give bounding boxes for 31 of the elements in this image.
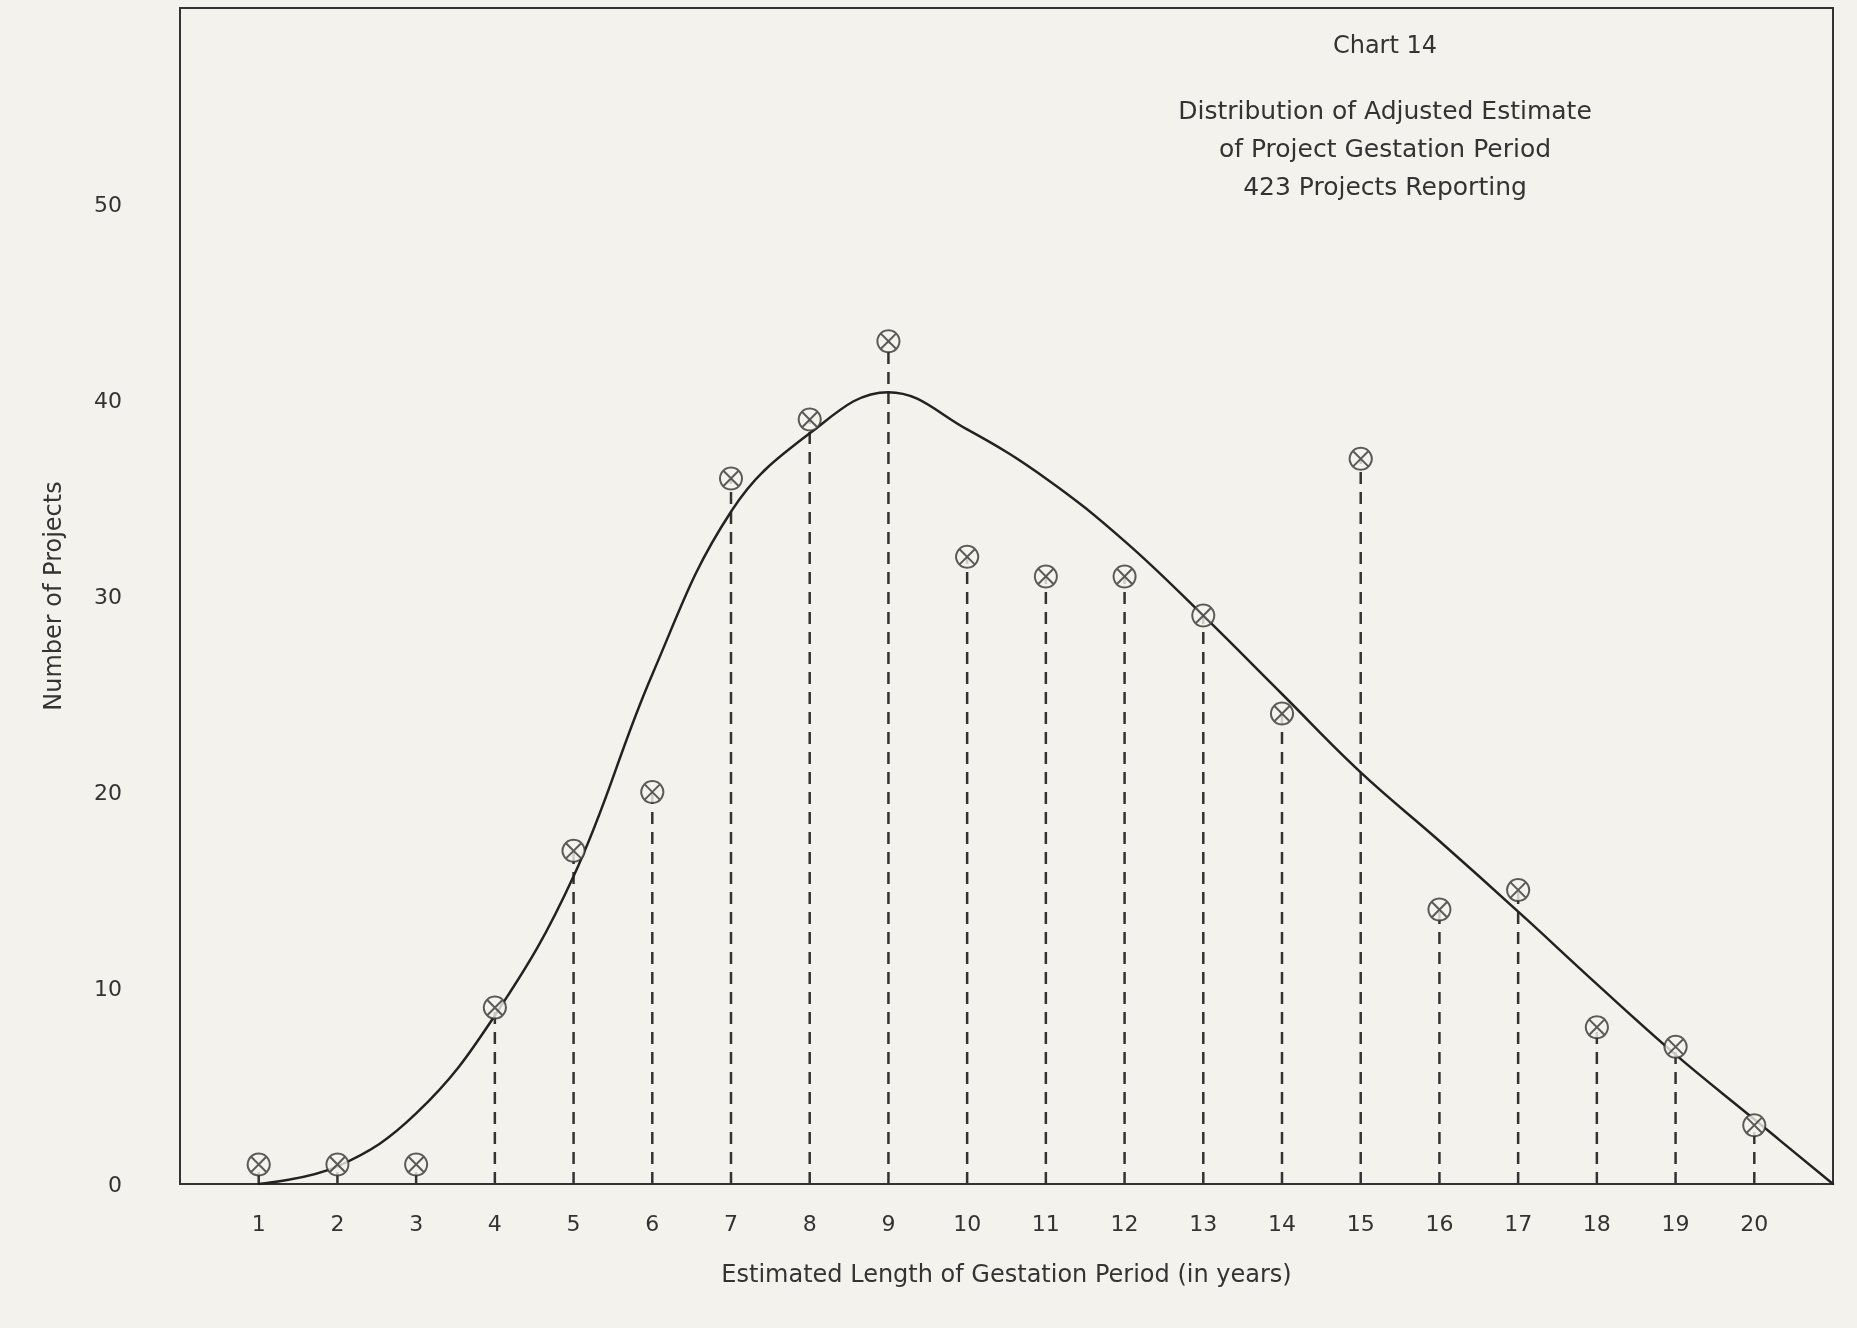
x-tick-label: 9 xyxy=(881,1210,896,1236)
x-tick-label: 18 xyxy=(1582,1210,1611,1236)
x-tick-label: 15 xyxy=(1346,1210,1375,1236)
text: Distribution of Adjusted Estimate of Project Gestation Period 423 Projects Reporting xyxy=(1178,95,1592,201)
x-tick-label: 7 xyxy=(724,1210,738,1236)
y-tick-label: 10 xyxy=(94,975,122,1001)
text: Chart 14 xyxy=(1332,31,1438,59)
y-tick-label: 50 xyxy=(94,191,122,217)
x-tick-label: 12 xyxy=(1110,1210,1139,1236)
x-tick-label: 14 xyxy=(1268,1210,1296,1236)
y-tick-label: 30 xyxy=(94,583,122,609)
x-tick-label: 4 xyxy=(487,1210,502,1236)
x-tick-label: 10 xyxy=(953,1210,982,1236)
x-tick-label: 20 xyxy=(1740,1210,1769,1236)
x-tick-label: 8 xyxy=(802,1210,817,1236)
y-tick-label: 40 xyxy=(94,387,122,413)
x-tick-label: 19 xyxy=(1661,1210,1690,1236)
x-axis-title: Estimated Length of Gestation Period (in years) xyxy=(721,1260,1292,1288)
y-tick-label: 0 xyxy=(108,1171,122,1197)
y-axis-title: Number of Projects xyxy=(39,481,67,711)
x-tick-label: 1 xyxy=(251,1210,266,1236)
x-tick-label: 11 xyxy=(1031,1210,1060,1236)
x-tick-label: 3 xyxy=(409,1210,424,1236)
y-tick-label: 20 xyxy=(94,779,122,805)
line-series xyxy=(257,390,1835,1186)
x-tick-label: 5 xyxy=(566,1210,581,1236)
x-tick-label: 17 xyxy=(1504,1210,1533,1236)
x-tick-label: 2 xyxy=(330,1210,345,1236)
x-tick-label: 16 xyxy=(1425,1210,1454,1236)
x-tick-label: 13 xyxy=(1189,1210,1218,1236)
x-tick-label: 6 xyxy=(645,1210,660,1236)
